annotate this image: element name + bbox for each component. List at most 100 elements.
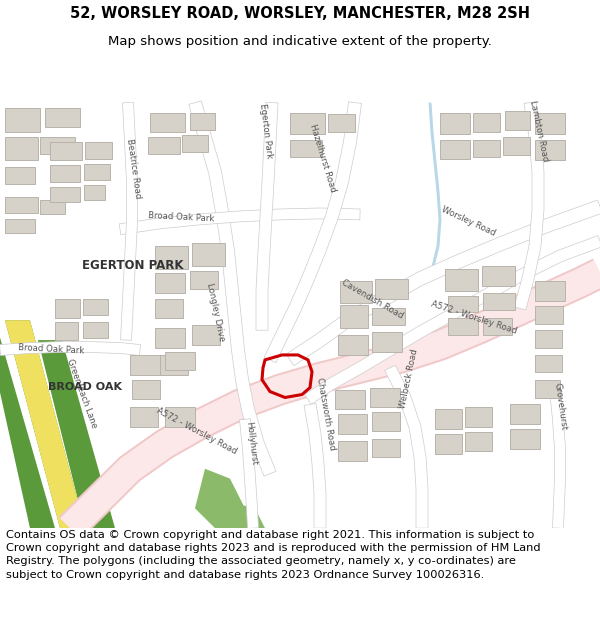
Polygon shape — [535, 281, 565, 301]
Text: Longley Drive: Longley Drive — [205, 282, 226, 342]
Polygon shape — [535, 306, 563, 324]
Text: Beatrice Road: Beatrice Road — [125, 138, 142, 199]
Polygon shape — [119, 208, 360, 234]
Polygon shape — [50, 142, 82, 160]
Polygon shape — [40, 138, 75, 154]
Text: Welbeck Road: Welbeck Road — [398, 348, 419, 409]
Polygon shape — [305, 236, 600, 404]
Polygon shape — [435, 434, 462, 454]
Polygon shape — [510, 429, 540, 449]
Polygon shape — [40, 199, 65, 214]
Polygon shape — [60, 261, 600, 538]
Polygon shape — [195, 469, 255, 528]
Polygon shape — [155, 299, 183, 318]
Polygon shape — [158, 355, 188, 375]
Polygon shape — [465, 432, 492, 451]
Polygon shape — [192, 325, 220, 345]
Polygon shape — [335, 389, 365, 409]
Text: Worsley Road: Worsley Road — [440, 206, 497, 238]
Polygon shape — [375, 279, 408, 299]
Polygon shape — [535, 112, 565, 134]
Polygon shape — [445, 269, 478, 291]
Polygon shape — [130, 408, 158, 428]
Polygon shape — [338, 414, 367, 434]
Polygon shape — [5, 219, 35, 233]
Polygon shape — [510, 404, 540, 424]
Polygon shape — [290, 140, 322, 157]
Polygon shape — [155, 246, 188, 269]
Polygon shape — [483, 318, 512, 335]
Polygon shape — [503, 138, 530, 155]
Text: A572 - Worsley Road: A572 - Worsley Road — [430, 299, 518, 335]
Polygon shape — [535, 379, 560, 398]
Text: Lambton Road: Lambton Road — [528, 99, 550, 162]
Polygon shape — [473, 140, 500, 157]
Polygon shape — [55, 322, 78, 340]
Polygon shape — [0, 342, 140, 356]
Polygon shape — [264, 102, 361, 362]
Polygon shape — [440, 112, 470, 134]
Text: Greenleach Lane: Greenleach Lane — [65, 357, 98, 429]
Text: Egerton Park: Egerton Park — [258, 103, 274, 159]
Polygon shape — [514, 102, 544, 310]
Polygon shape — [290, 112, 325, 134]
Polygon shape — [189, 101, 276, 476]
Polygon shape — [448, 318, 478, 335]
Polygon shape — [132, 379, 160, 399]
Polygon shape — [5, 167, 35, 184]
Polygon shape — [45, 107, 80, 127]
Polygon shape — [83, 299, 108, 316]
Polygon shape — [150, 112, 185, 132]
Polygon shape — [448, 296, 478, 312]
Polygon shape — [505, 111, 530, 130]
Polygon shape — [328, 114, 355, 132]
Polygon shape — [372, 332, 402, 352]
Polygon shape — [84, 164, 110, 180]
Text: BROAD OAK: BROAD OAK — [48, 382, 122, 392]
Polygon shape — [165, 408, 195, 428]
Polygon shape — [340, 281, 372, 302]
Text: Chatsworth Road: Chatsworth Road — [315, 377, 337, 451]
Polygon shape — [182, 135, 208, 152]
Polygon shape — [372, 439, 400, 457]
Polygon shape — [50, 165, 80, 182]
Text: A572 - Worsley Road: A572 - Worsley Road — [155, 406, 238, 456]
Polygon shape — [370, 388, 400, 408]
Polygon shape — [340, 306, 368, 328]
Polygon shape — [155, 328, 185, 348]
Polygon shape — [465, 408, 492, 428]
Polygon shape — [190, 271, 218, 289]
Polygon shape — [130, 355, 160, 375]
Polygon shape — [155, 272, 185, 292]
Polygon shape — [5, 197, 38, 213]
Polygon shape — [5, 320, 85, 528]
Polygon shape — [192, 243, 225, 266]
Text: EGERTON PARK: EGERTON PARK — [82, 259, 184, 272]
Text: Contains OS data © Crown copyright and database right 2021. This information is : Contains OS data © Crown copyright and d… — [6, 530, 541, 579]
Polygon shape — [372, 308, 405, 325]
Polygon shape — [304, 404, 326, 528]
Polygon shape — [5, 138, 38, 160]
Polygon shape — [483, 292, 515, 311]
Polygon shape — [121, 102, 137, 341]
Polygon shape — [428, 102, 442, 271]
Text: Cavendish Road: Cavendish Road — [340, 278, 404, 321]
Polygon shape — [5, 320, 85, 528]
Polygon shape — [372, 412, 400, 431]
Polygon shape — [235, 503, 265, 528]
Polygon shape — [482, 266, 515, 286]
Polygon shape — [338, 441, 367, 461]
Text: 52, WORSLEY ROAD, WORSLEY, MANCHESTER, M28 2SH: 52, WORSLEY ROAD, WORSLEY, MANCHESTER, M… — [70, 6, 530, 21]
Polygon shape — [0, 320, 55, 528]
Text: Hollyhurst: Hollyhurst — [244, 421, 258, 466]
Polygon shape — [286, 200, 600, 366]
Text: Hazelhurst Road: Hazelhurst Road — [308, 123, 337, 194]
Polygon shape — [85, 142, 112, 159]
Polygon shape — [5, 107, 40, 132]
Polygon shape — [239, 419, 259, 528]
Polygon shape — [535, 355, 562, 372]
Polygon shape — [473, 112, 500, 132]
Polygon shape — [440, 140, 470, 159]
Polygon shape — [165, 352, 195, 370]
Polygon shape — [50, 187, 80, 201]
